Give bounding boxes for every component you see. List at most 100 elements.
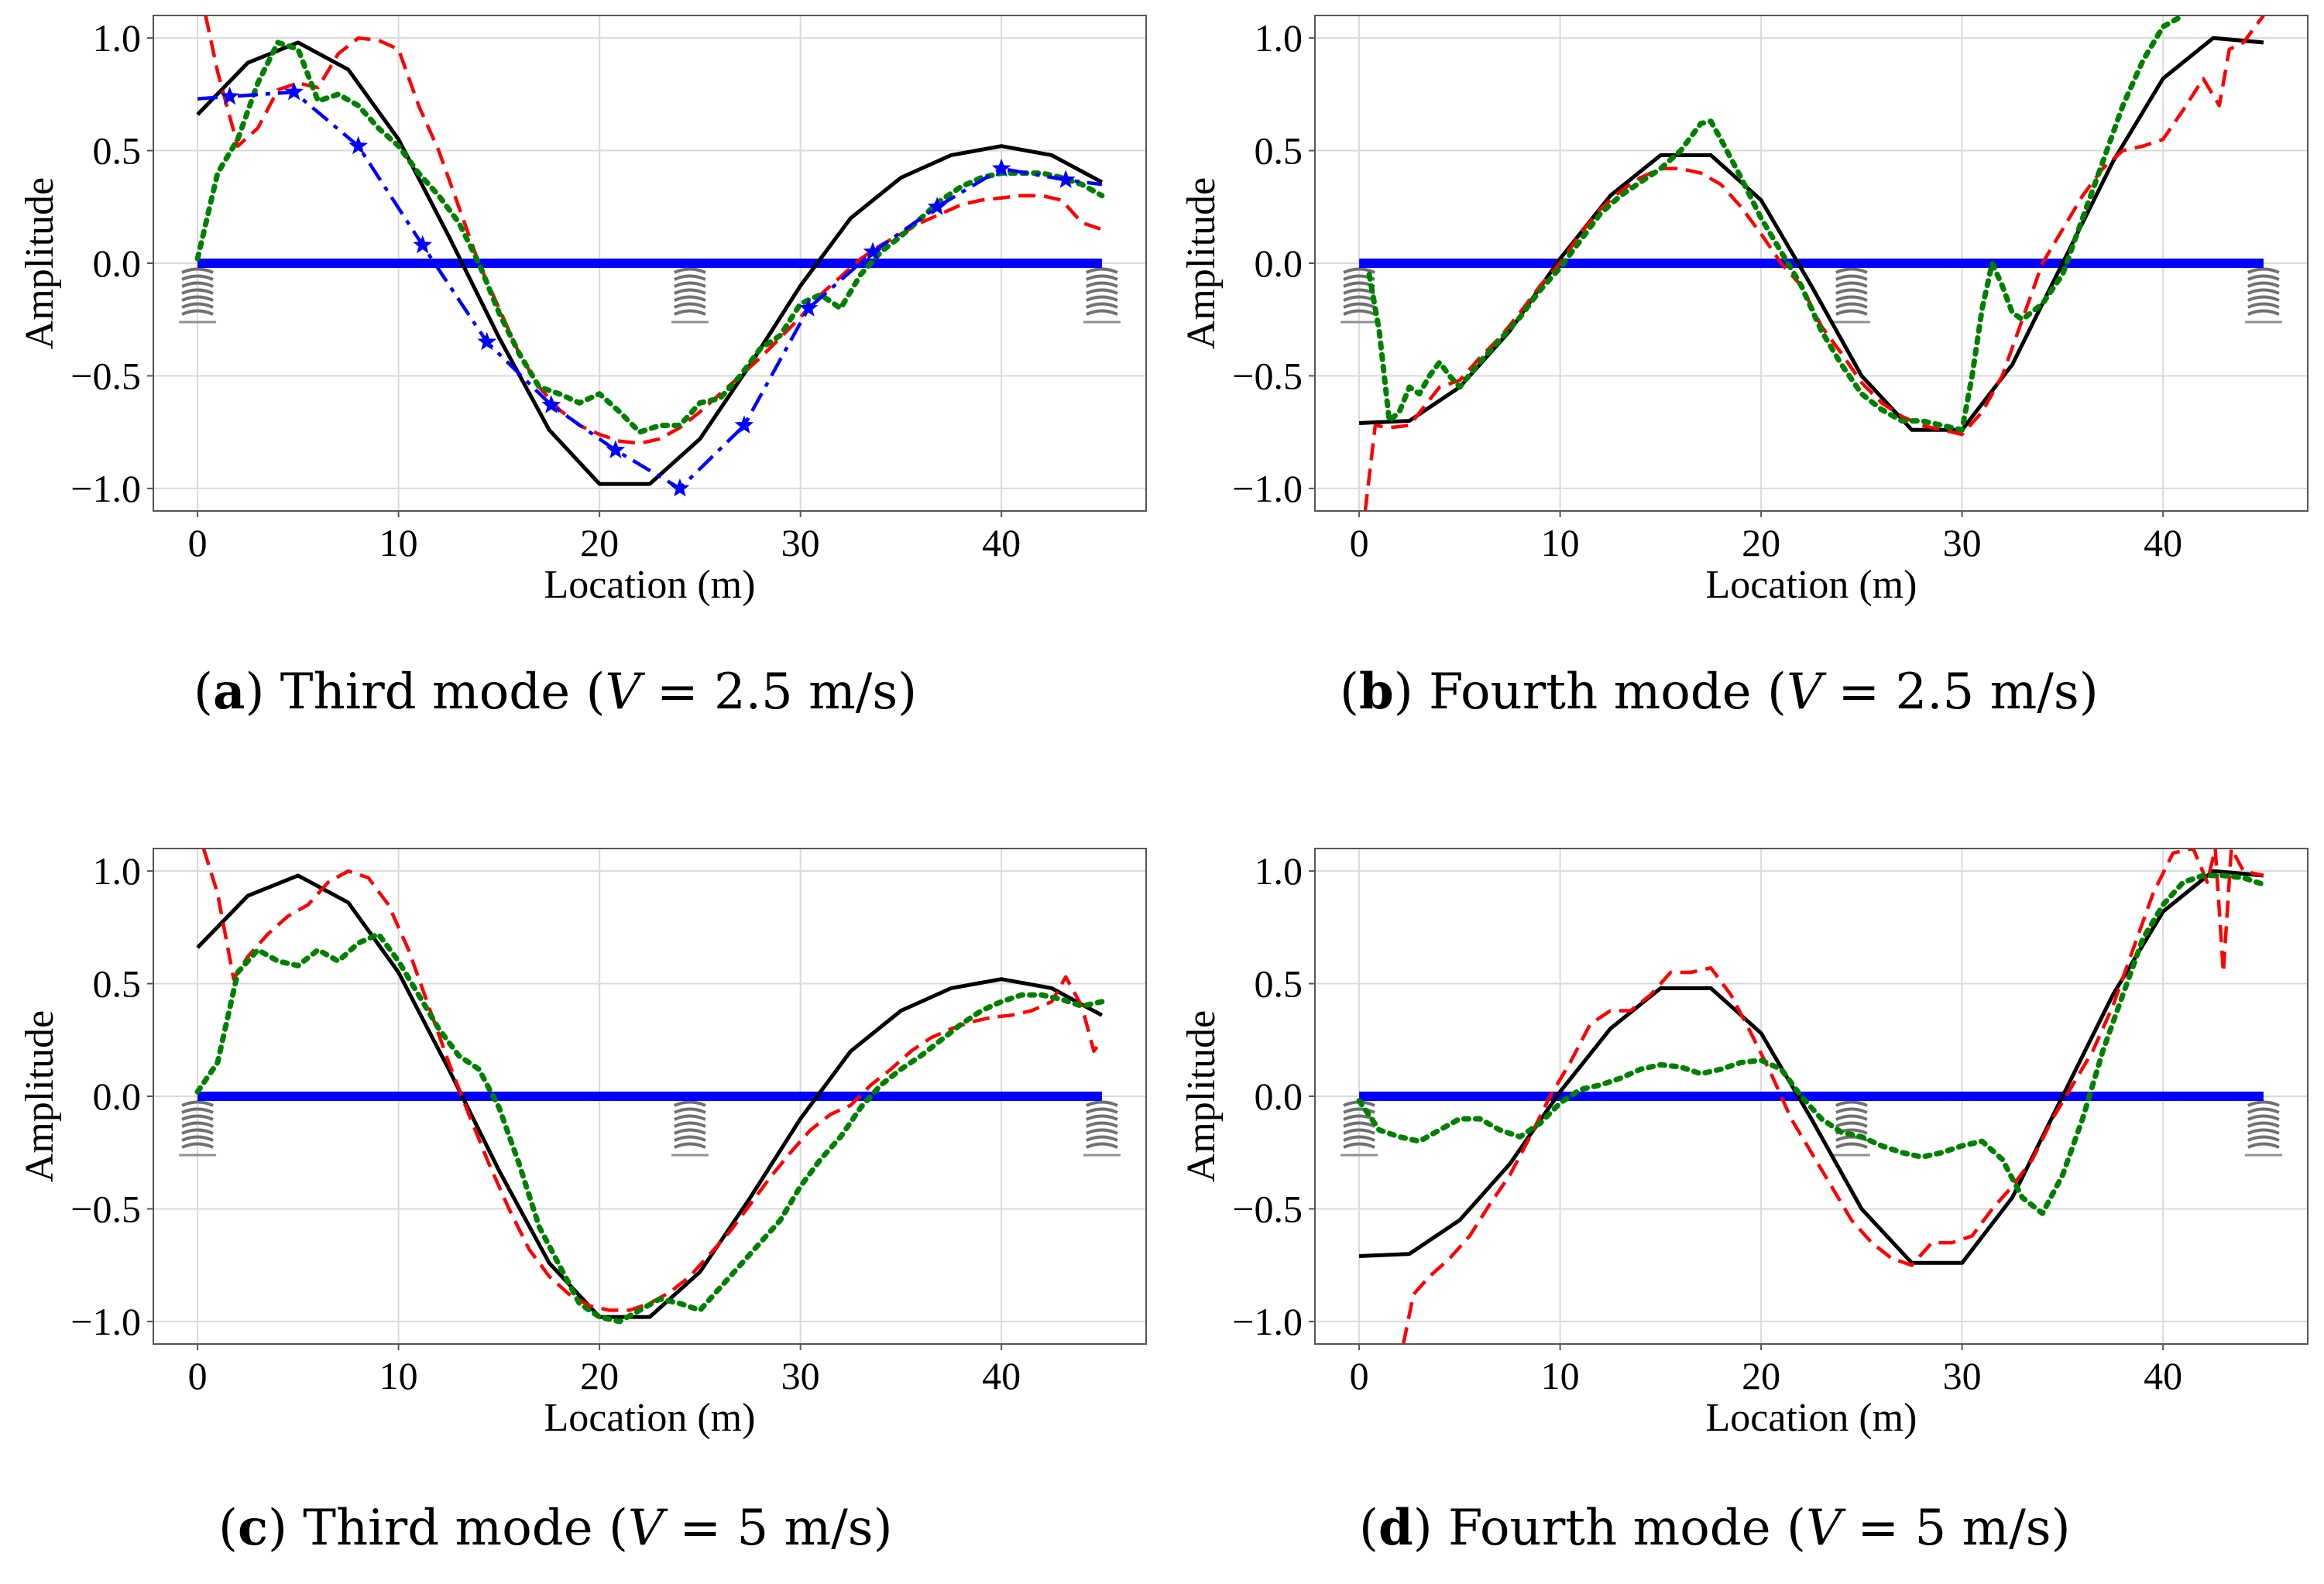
caption-open-paren: ( bbox=[218, 1500, 238, 1557]
y-tick-label: 1.0 bbox=[1255, 849, 1303, 893]
x-tick-label: 30 bbox=[781, 1354, 820, 1397]
panel-d: 0 10 20 30 40 1.0 0.5 0.0 −0.5 −1.0 Location (m) Am… bbox=[1179, 848, 2309, 1557]
x-tick-labels: 0 10 20 30 40 bbox=[1350, 511, 2182, 564]
y-tick-labels: 1.0 0.5 0.0 −0.5 −1.0 bbox=[70, 16, 153, 510]
series-line-dotted bbox=[1356, 873, 2267, 1216]
x-tick-label: 0 bbox=[1350, 1354, 1369, 1397]
y-tick-label: 0.0 bbox=[93, 1075, 142, 1118]
y-tick-label: −1.0 bbox=[1232, 1300, 1303, 1343]
panel-caption: (c) Third mode (V = 5 m/s) bbox=[218, 1499, 893, 1557]
x-tick-label: 30 bbox=[1943, 521, 1982, 564]
caption-open-paren: ( bbox=[1359, 1500, 1378, 1557]
spring-support-icon bbox=[179, 267, 217, 324]
caption-variable: V bbox=[605, 663, 645, 721]
y-tick-label: 1.0 bbox=[93, 16, 142, 60]
x-tick-labels: 0 10 20 30 40 bbox=[188, 1344, 1021, 1397]
star-marker bbox=[1056, 170, 1076, 188]
series-group bbox=[194, 15, 1105, 497]
x-tick-label: 30 bbox=[781, 521, 820, 564]
x-tick-label: 20 bbox=[1742, 1354, 1780, 1397]
x-tick-label: 10 bbox=[379, 1354, 418, 1397]
x-tick-label: 40 bbox=[982, 1354, 1021, 1397]
y-tick-label: −0.5 bbox=[1232, 354, 1303, 397]
caption-text: Fourth mode ( bbox=[1429, 663, 1787, 721]
y-tick-label: −0.5 bbox=[1232, 1187, 1303, 1230]
x-tick-label: 0 bbox=[188, 1354, 208, 1397]
caption-text: Third mode ( bbox=[280, 663, 606, 721]
caption-open-paren: ( bbox=[1340, 663, 1359, 721]
x-tick-label: 40 bbox=[982, 521, 1021, 564]
caption-letter: c bbox=[238, 1499, 268, 1557]
beam-supports bbox=[179, 267, 1121, 324]
caption-letter: a bbox=[213, 663, 245, 721]
y-axis-label: Amplitude bbox=[18, 177, 62, 349]
x-axis-label: Location (m) bbox=[544, 563, 756, 607]
caption-close-paren: ) bbox=[268, 1500, 287, 1557]
caption-text: Third mode ( bbox=[303, 1500, 628, 1557]
star-marker bbox=[606, 440, 626, 458]
star-marker bbox=[284, 81, 304, 101]
x-axis-label: Location (m) bbox=[544, 1396, 756, 1440]
panel-c: 0 10 20 30 40 1.0 0.5 0.0 −0.5 −1.0 Location (m) Am… bbox=[18, 848, 1147, 1557]
x-tick-label: 10 bbox=[1541, 1354, 1580, 1397]
spring-support-icon bbox=[671, 267, 709, 324]
spring-support-icon bbox=[1083, 1100, 1121, 1157]
star-marker bbox=[798, 298, 819, 317]
series-line-dashdot bbox=[197, 90, 1103, 491]
star-marker bbox=[670, 478, 690, 497]
caption-rest: = 5 m/s) bbox=[1842, 1500, 2070, 1557]
caption-close-paren: ) bbox=[245, 663, 264, 721]
x-axis-label: Location (m) bbox=[1706, 1396, 1917, 1440]
caption-variable: V bbox=[1806, 1500, 1846, 1557]
x-tick-label: 0 bbox=[1350, 521, 1369, 564]
x-tick-label: 40 bbox=[2144, 1354, 2182, 1397]
x-tick-label: 30 bbox=[1943, 1354, 1982, 1397]
x-tick-labels: 0 10 20 30 40 bbox=[188, 511, 1021, 564]
series-line-solid bbox=[1358, 36, 2264, 432]
y-tick-label: −1.0 bbox=[70, 467, 141, 510]
spring-support-icon bbox=[179, 1100, 217, 1157]
y-tick-label: 0.5 bbox=[1255, 962, 1303, 1006]
series-line-solid bbox=[1358, 869, 2264, 1265]
y-tick-label: 0.5 bbox=[93, 962, 142, 1006]
series-line-solid bbox=[196, 873, 1104, 1319]
caption-open-paren: ( bbox=[194, 663, 213, 721]
y-tick-label: 0.0 bbox=[1255, 242, 1303, 285]
x-tick-label: 40 bbox=[2144, 521, 2182, 564]
panel-b: 0 10 20 30 40 1.0 0.5 0.0 −0.5 −1.0 Location (m) Am… bbox=[1179, 15, 2309, 721]
y-tick-labels: 1.0 0.5 0.0 −0.5 −1.0 bbox=[1232, 16, 1315, 510]
y-axis-label: Amplitude bbox=[1179, 177, 1224, 349]
spring-support-icon bbox=[2244, 1100, 2282, 1157]
y-tick-labels: 1.0 0.5 0.0 −0.5 −1.0 bbox=[70, 849, 153, 1343]
y-tick-label: 0.0 bbox=[1255, 1075, 1303, 1118]
y-tick-label: 0.5 bbox=[1255, 129, 1303, 173]
y-tick-label: −0.5 bbox=[70, 1187, 141, 1230]
y-tick-label: 0.5 bbox=[93, 129, 142, 173]
star-marker bbox=[348, 135, 369, 155]
series-group bbox=[1358, 15, 2265, 511]
star-marker bbox=[863, 242, 883, 260]
y-tick-label: 0.0 bbox=[93, 242, 142, 285]
spring-support-icon bbox=[1832, 267, 1870, 324]
panel-caption: (b) Fourth mode (V = 2.5 m/s) bbox=[1340, 663, 2099, 721]
caption-close-paren: ) bbox=[1394, 663, 1413, 721]
star-marker bbox=[734, 415, 754, 434]
star-marker bbox=[413, 235, 433, 254]
beam-supports bbox=[179, 1100, 1121, 1157]
series-group bbox=[194, 849, 1105, 1325]
star-marker bbox=[477, 331, 497, 351]
x-tick-label: 10 bbox=[379, 521, 418, 564]
beam-supports bbox=[1341, 267, 2282, 324]
y-axis-label: Amplitude bbox=[1179, 1010, 1224, 1182]
x-tick-label: 20 bbox=[580, 1354, 619, 1397]
caption-variable: V bbox=[1787, 663, 1827, 721]
star-marker bbox=[991, 158, 1011, 177]
y-tick-label: −1.0 bbox=[1232, 467, 1303, 510]
x-tick-label: 20 bbox=[1742, 521, 1780, 564]
x-tick-label: 0 bbox=[188, 521, 208, 564]
series-line-solid bbox=[196, 40, 1104, 486]
series-line-dashed bbox=[204, 15, 1103, 445]
caption-rest: = 5 m/s) bbox=[664, 1500, 892, 1557]
series-line-dotted bbox=[194, 931, 1105, 1325]
